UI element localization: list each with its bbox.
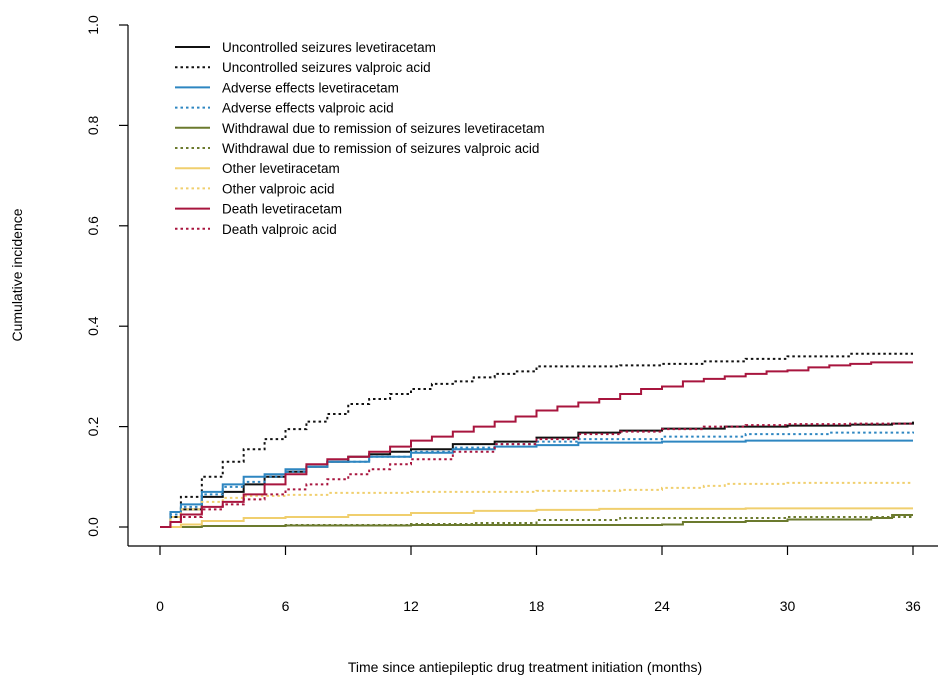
y-tick-label: 0.6 xyxy=(85,216,101,236)
y-tick-label: 0.0 xyxy=(85,517,101,537)
x-tick-label: 6 xyxy=(282,598,290,614)
series-line xyxy=(160,361,913,528)
y-tick-label: 0.8 xyxy=(85,115,101,135)
legend-item: Adverse effects levetiracetam xyxy=(175,80,399,95)
y-axis-title: Cumulative incidence xyxy=(9,208,25,341)
y-tick-label: 0.2 xyxy=(85,417,101,437)
legend-item: Death levetiracetam xyxy=(175,202,342,217)
legend-label: Death valproic acid xyxy=(222,222,337,237)
legend-item: Withdrawal due to remission of seizures … xyxy=(175,121,545,136)
legend-label: Withdrawal due to remission of seizures … xyxy=(222,141,539,156)
y-tick: 0.2 xyxy=(85,417,128,437)
x-tick-label: 24 xyxy=(654,598,670,614)
y-tick-label: 0.4 xyxy=(85,316,101,336)
x-tick: 36 xyxy=(905,546,921,614)
y-tick: 0.4 xyxy=(85,316,128,336)
legend-item: Uncontrolled seizures levetiracetam xyxy=(175,40,436,55)
x-ticks: 0 6 12 18 24 30 36 xyxy=(156,546,921,614)
legend-label: Other valproic acid xyxy=(222,181,335,196)
x-tick-label: 12 xyxy=(403,598,419,614)
series-line xyxy=(160,507,913,528)
legend-item: Uncontrolled seizures valproic acid xyxy=(175,60,431,75)
y-tick: 0.8 xyxy=(85,115,128,135)
legend-label: Adverse effects valproic acid xyxy=(222,101,394,116)
x-tick: 0 xyxy=(156,546,164,614)
x-tick-label: 30 xyxy=(780,598,796,614)
legend-label: Uncontrolled seizures valproic acid xyxy=(222,60,431,75)
series-line xyxy=(160,422,914,528)
legend: Uncontrolled seizures levetiracetam Uncon… xyxy=(175,40,545,237)
legend-item: Death valproic acid xyxy=(175,222,337,237)
y-tick: 0.6 xyxy=(85,216,128,236)
x-tick: 30 xyxy=(780,546,796,614)
legend-item: Other valproic acid xyxy=(175,181,335,196)
y-tick: 1.0 xyxy=(85,15,128,35)
x-tick: 12 xyxy=(403,546,419,614)
legend-item: Adverse effects valproic acid xyxy=(175,101,394,116)
y-tick-label: 1.0 xyxy=(85,15,101,35)
x-tick: 6 xyxy=(282,546,290,614)
x-tick: 24 xyxy=(654,546,670,614)
x-tick-label: 36 xyxy=(905,598,921,614)
legend-label: Other levetiracetam xyxy=(222,161,340,176)
y-tick: 0.0 xyxy=(85,517,128,537)
x-axis-title: Time since antiepileptic drug treatment … xyxy=(348,659,702,675)
x-tick-label: 0 xyxy=(156,598,164,614)
x-tick: 18 xyxy=(529,546,545,614)
legend-label: Uncontrolled seizures levetiracetam xyxy=(222,40,436,55)
legend-item: Other levetiracetam xyxy=(175,161,340,176)
series-layer xyxy=(160,352,914,528)
legend-label: Death levetiracetam xyxy=(222,202,342,217)
x-tick-label: 18 xyxy=(529,598,545,614)
legend-label: Adverse effects levetiracetam xyxy=(222,80,399,95)
legend-label: Withdrawal due to remission of seizures … xyxy=(222,121,545,136)
axes: 0 6 12 18 24 30 36 0.0 0.2 0.4 0.6 0.8 1.0 xyxy=(85,15,938,614)
y-ticks: 0.0 0.2 0.4 0.6 0.8 1.0 xyxy=(85,15,128,537)
legend-item: Withdrawal due to remission of seizures … xyxy=(175,141,539,156)
